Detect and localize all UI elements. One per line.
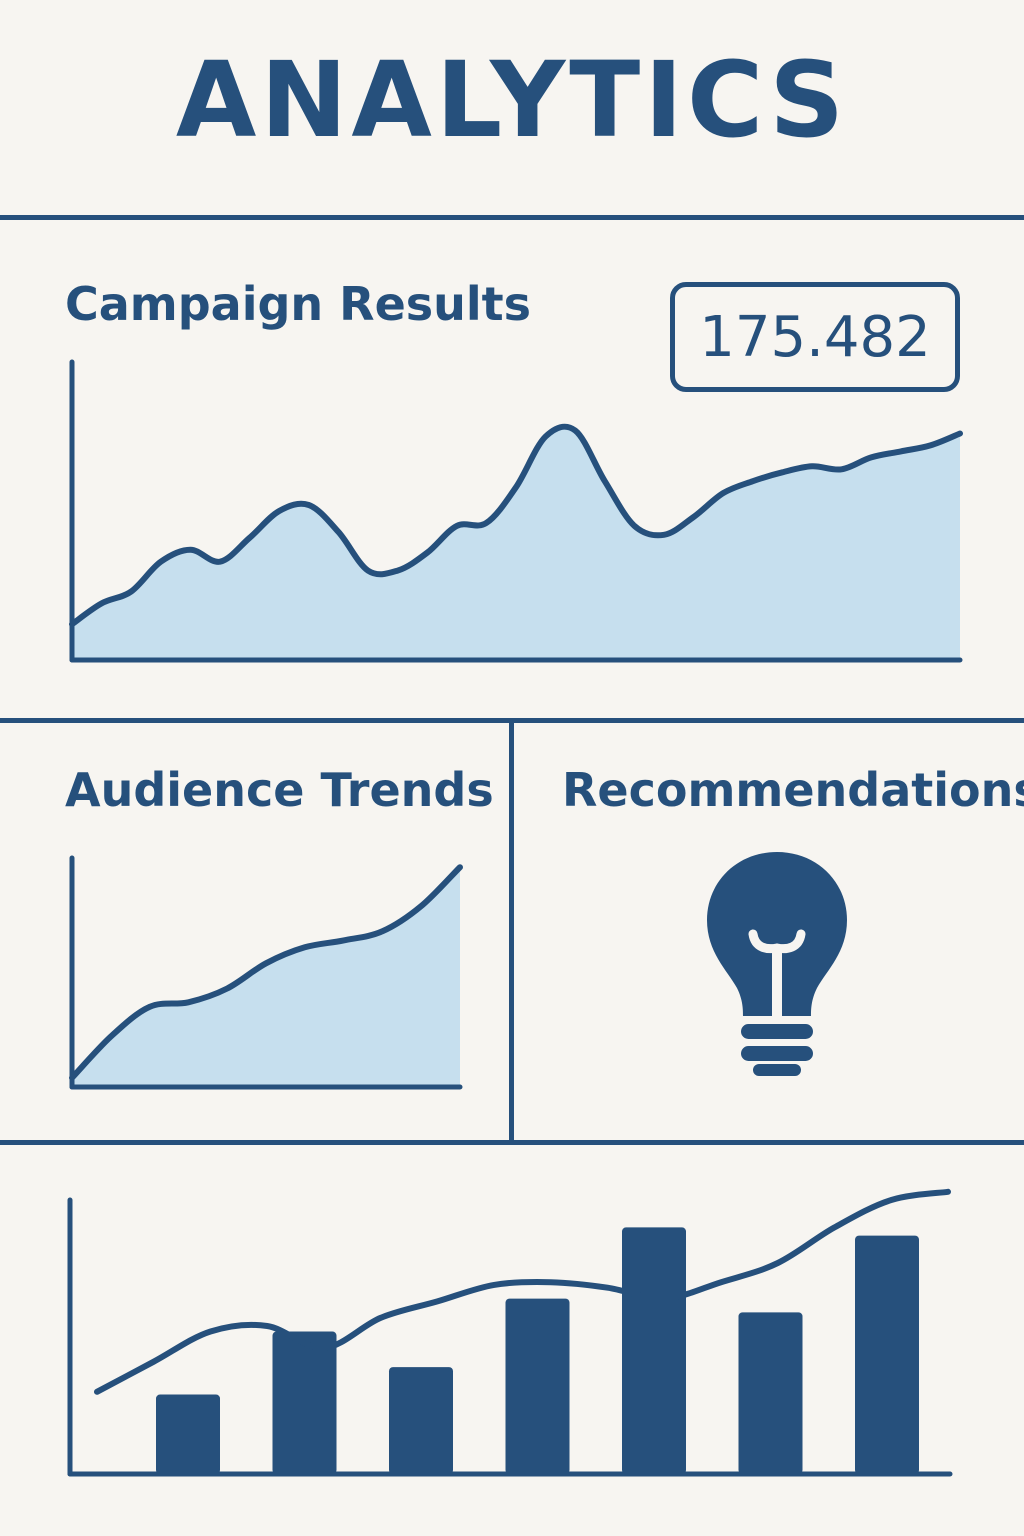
bar-4 xyxy=(505,1298,570,1474)
campaign-series-line xyxy=(69,423,963,628)
bottom-divider xyxy=(0,1140,1024,1145)
page-title: ANALYTICS xyxy=(175,39,849,161)
lightbulb-icon xyxy=(707,852,847,1076)
bar-3 xyxy=(389,1367,453,1474)
campaign-divider xyxy=(0,718,1024,723)
audience-area-fill xyxy=(72,867,460,1087)
campaign-metric-value: 175.482 xyxy=(699,304,931,370)
audience-trends-title: Audience Trends xyxy=(65,763,494,817)
campaign-results-title: Campaign Results xyxy=(65,277,532,331)
campaign-area-fill xyxy=(72,426,960,660)
bar-7 xyxy=(855,1235,919,1474)
header-divider xyxy=(0,215,1024,220)
bar-1 xyxy=(156,1394,220,1474)
audience-series-line xyxy=(69,864,463,1081)
bar-6 xyxy=(738,1312,803,1474)
audience-trends-chart xyxy=(69,855,463,1090)
campaign-results-chart xyxy=(69,359,963,663)
recommendations-title: Recommendations xyxy=(562,763,1024,817)
bar-5 xyxy=(622,1227,686,1474)
trend-line xyxy=(94,1188,951,1395)
campaign-metric-box: 175.482 xyxy=(670,282,960,392)
middle-vertical-divider xyxy=(509,723,514,1143)
bar-2 xyxy=(272,1331,337,1474)
